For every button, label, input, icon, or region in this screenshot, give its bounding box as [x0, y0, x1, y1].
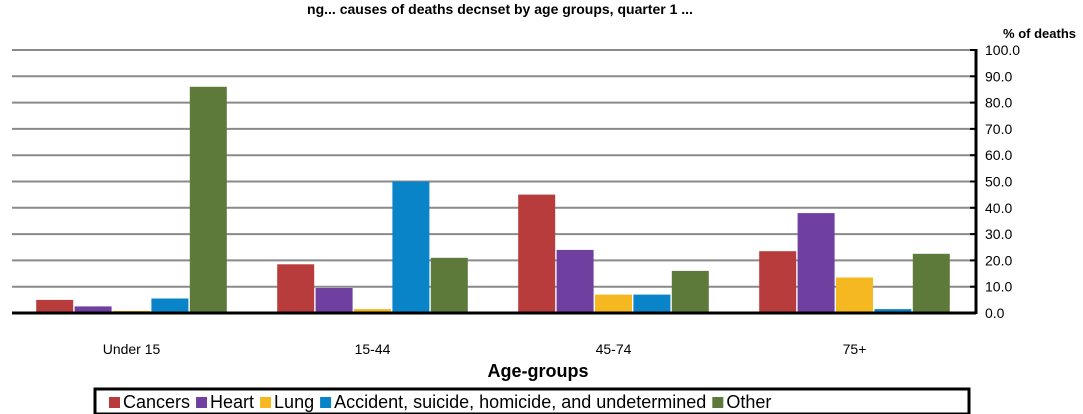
y-tick-label: 90.0: [985, 68, 1012, 84]
bar-lung-1: [354, 309, 391, 313]
x-tick-label: 75+: [843, 341, 867, 357]
bar-accident-1: [392, 181, 430, 313]
bar-accident-0: [151, 298, 189, 313]
x-axis-tick-labels: Under 15 15-44 45-74 75+: [103, 341, 867, 357]
bar-other-2: [671, 270, 709, 313]
y-tick-label: 20.0: [985, 252, 1012, 268]
y-tick-label: 40.0: [985, 200, 1012, 216]
y-tick-label: 60.0: [985, 147, 1012, 163]
legend-swatch: [109, 397, 120, 408]
bar-accident-3: [874, 309, 912, 313]
legend-swatch: [196, 397, 208, 408]
y-axis-title: % of deaths: [1003, 26, 1076, 41]
y-tick-label: 80.0: [985, 95, 1012, 111]
bar-heart-0: [74, 306, 112, 313]
y-tick-label: 100.0: [985, 42, 1020, 58]
x-tick-label: 45-74: [596, 341, 632, 357]
bar-cancers-0: [36, 299, 74, 313]
bar-other-1: [430, 257, 468, 313]
legend-label: Other: [726, 392, 771, 412]
bar-accident-2: [633, 294, 671, 313]
y-axis: 0.0 10.0 20.0 30.0 40.0 50.0 60.0 70.0 80.0 90.0 1…: [12, 42, 1020, 321]
y-tick-label: 10.0: [985, 279, 1012, 295]
bar-heart-3: [797, 213, 835, 313]
legend-box: [93, 387, 971, 414]
bar-cancers-3: [759, 251, 797, 313]
x-tick-label: 15-44: [355, 341, 391, 357]
bar-other-3: [912, 253, 950, 313]
legend-swatch: [712, 397, 724, 408]
y-tick-label: 70.0: [985, 121, 1012, 137]
legend-label: Cancers: [123, 392, 190, 412]
x-axis-title: Age-groups: [488, 361, 589, 381]
chart-title: ng... causes of deaths decnset by age gr…: [307, 1, 693, 17]
bar-other-0: [189, 86, 227, 313]
bar-lung-2: [595, 294, 632, 313]
y-tick-label: 50.0: [985, 174, 1012, 190]
bar-heart-1: [315, 288, 353, 313]
bar-cancers-1: [277, 264, 315, 313]
bar-cancers-2: [518, 194, 556, 313]
x-tick-label: Under 15: [103, 341, 161, 357]
legend-label: Heart: [210, 392, 254, 412]
bar-lung-3: [836, 277, 873, 313]
legend-swatch: [260, 397, 272, 408]
gridlines: [12, 49, 976, 288]
legend: Cancers Heart Lung Accident, suicide, homic…: [93, 387, 971, 414]
legend-label: Accident, suicide, homicide, and undeter…: [334, 392, 706, 412]
bar-heart-2: [556, 249, 594, 313]
y-tick-label: 30.0: [985, 226, 1012, 242]
legend-swatch: [320, 397, 332, 408]
legend-label: Lung: [274, 392, 314, 412]
y-tick-label: 0.0: [985, 305, 1005, 321]
bars: [36, 86, 950, 313]
